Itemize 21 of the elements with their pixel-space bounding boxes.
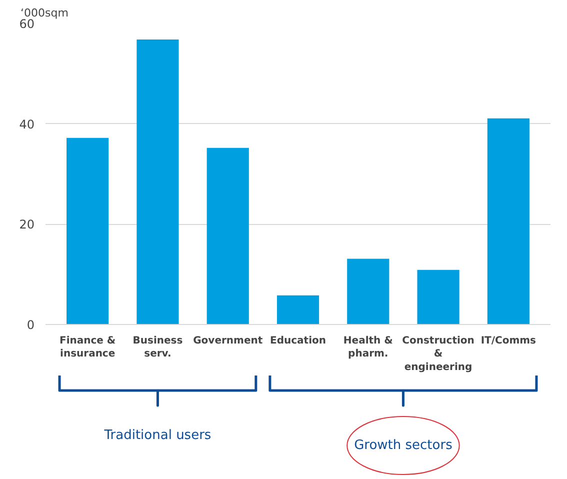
bar bbox=[417, 270, 460, 324]
bar bbox=[276, 295, 320, 324]
y-tick-label: 40 bbox=[19, 117, 35, 132]
x-tick-label: Government bbox=[193, 336, 263, 346]
x-tick-label: Finance & insurance bbox=[60, 336, 116, 360]
x-tick-label: Construction & engineering bbox=[402, 336, 474, 373]
y-axis-title: ‘000sqm bbox=[20, 6, 68, 20]
bar bbox=[206, 148, 249, 324]
x-tick-label: IT/Comms bbox=[480, 336, 536, 346]
bar bbox=[487, 118, 530, 324]
text: Growth sectors bbox=[354, 438, 453, 453]
y-tick-label: 60 bbox=[19, 17, 35, 31]
x-tick-label: Business serv. bbox=[132, 336, 183, 360]
y-tick-label: 0 bbox=[26, 318, 35, 332]
bar bbox=[66, 138, 109, 324]
text: Traditional users bbox=[103, 428, 212, 443]
x-tick-label: Health & pharm. bbox=[343, 336, 394, 360]
bar bbox=[136, 40, 179, 324]
bar bbox=[347, 258, 390, 324]
x-tick-label: Education bbox=[270, 336, 326, 346]
y-tick-label: 20 bbox=[19, 218, 35, 232]
